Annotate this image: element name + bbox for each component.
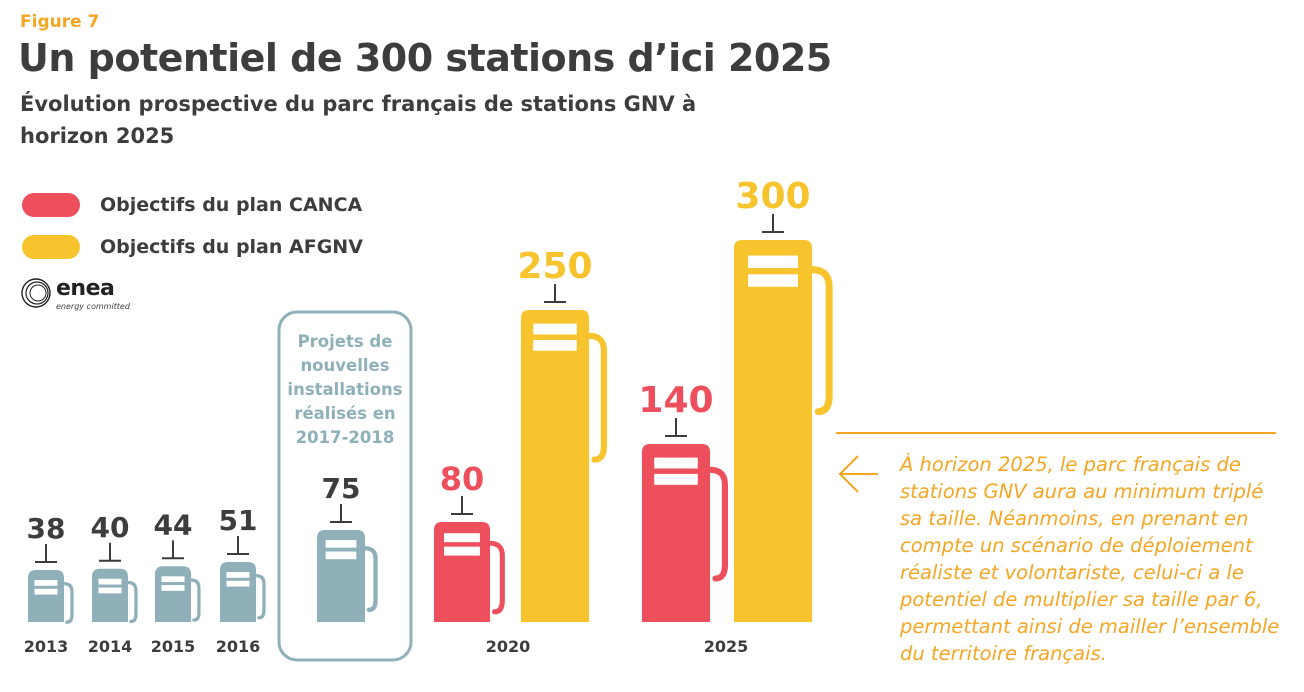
enea-logo-icon — [21, 278, 51, 308]
arrow-left-icon — [838, 455, 878, 493]
x-tick-label: 2016 — [216, 637, 261, 656]
bar-window-bottom — [533, 339, 577, 351]
bar-value-label: 80 — [440, 460, 485, 498]
bar-value-label: 51 — [219, 504, 258, 537]
bar-value-label: 44 — [154, 508, 193, 541]
legend-swatch-afgnv — [22, 235, 80, 259]
bar-2025-afgnv: 300 — [734, 176, 833, 622]
bar-window-bottom — [226, 580, 250, 587]
bar-nozzle — [254, 574, 266, 620]
projects-box-label: Projets de nouvelles installations réali… — [287, 332, 403, 447]
bar-nozzle — [808, 266, 833, 416]
chart-title: Un potentiel de 300 stations d’ici 2025 — [18, 36, 832, 80]
bar-nozzle — [487, 540, 505, 615]
bar-value-label: 140 — [638, 380, 713, 421]
x-tick-label: 2020 — [486, 637, 531, 656]
x-tick-label: 2025 — [704, 637, 749, 656]
bar-window-top — [654, 457, 698, 469]
bar-window-top — [533, 323, 577, 335]
bar-value-label: 38 — [27, 512, 66, 545]
bar-nozzle — [126, 580, 138, 624]
bar-body — [155, 566, 191, 622]
bar-value-label: 40 — [91, 511, 130, 544]
bar-2014-historic: 40 — [91, 511, 138, 624]
bar-2013-historic: 38 — [27, 512, 74, 624]
bar-2017-2018-historic: 75 — [317, 472, 378, 622]
x-tick-label: 2014 — [88, 637, 133, 656]
bar-body — [220, 562, 256, 622]
bar-window-bottom — [34, 588, 58, 595]
bar-window-bottom — [654, 473, 698, 485]
bar-nozzle — [62, 582, 74, 624]
bar-window-bottom — [748, 274, 798, 287]
bar-window-top — [98, 578, 122, 585]
legend-label-afgnv: Objectifs du plan AFGNV — [100, 236, 363, 258]
x-tick-label: 2013 — [24, 637, 69, 656]
bar-window-top — [34, 580, 58, 586]
enea-logo-tagline: energy committed — [56, 302, 130, 311]
bar-nozzle — [585, 332, 608, 463]
legend-item-afgnv: Objectifs du plan AFGNV — [22, 226, 363, 268]
legend-label-canca: Objectifs du plan CANCA — [100, 194, 363, 216]
x-tick-label: 2015 — [151, 637, 196, 656]
bar-window-bottom — [444, 546, 480, 556]
bar-value-label: 250 — [517, 246, 592, 287]
projects-box — [277, 310, 413, 662]
bar-body — [28, 570, 64, 622]
note-divider — [836, 432, 1276, 434]
bar-2020-canca: 80 — [434, 460, 505, 622]
legend: Objectifs du plan CANCA Objectifs du pla… — [22, 184, 363, 268]
enea-logo: enea energy committed — [20, 276, 130, 314]
bar-window-top — [748, 255, 798, 269]
legend-item-canca: Objectifs du plan CANCA — [22, 184, 363, 226]
bar-value-label: 75 — [322, 472, 361, 505]
bar-window-top — [325, 540, 357, 548]
bar-window-top — [161, 576, 185, 583]
bar-window-bottom — [325, 551, 357, 560]
note-text: À horizon 2025, le parc français de stat… — [900, 453, 1280, 665]
bar-window-bottom — [98, 587, 122, 594]
bar-body — [642, 444, 710, 622]
bar-2020-afgnv: 250 — [517, 246, 608, 622]
bar-2015-historic: 44 — [154, 508, 201, 622]
chart-subtitle: Évolution prospective du parc français d… — [20, 92, 697, 148]
bar-window-top — [226, 572, 250, 578]
bar-2025-canca: 140 — [638, 380, 729, 622]
bar-body — [92, 568, 128, 622]
bar-window-bottom — [161, 585, 185, 591]
legend-swatch-canca — [22, 193, 80, 217]
bar-window-top — [444, 533, 480, 543]
bar-value-label: 300 — [735, 176, 810, 217]
bar-nozzle — [189, 578, 201, 622]
bar-body — [734, 240, 812, 622]
bar-nozzle — [362, 546, 378, 612]
bar-nozzle — [706, 466, 729, 582]
enea-logo-word: enea — [56, 276, 115, 301]
figure-label: Figure 7 — [20, 12, 100, 32]
bar-body — [521, 310, 589, 622]
bar-2016-historic: 51 — [219, 504, 266, 622]
